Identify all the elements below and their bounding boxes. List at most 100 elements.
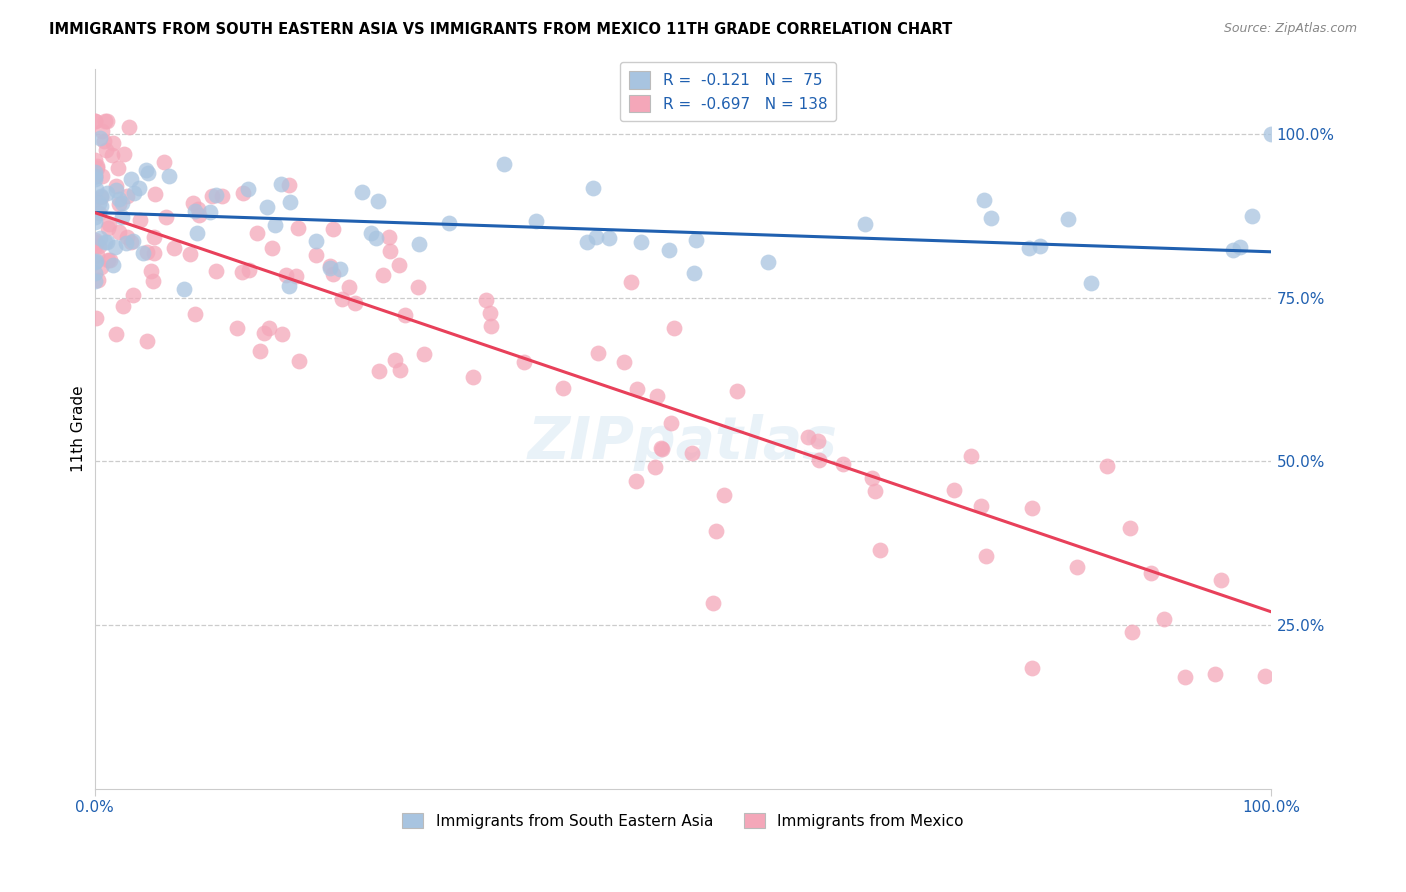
Point bbox=[83, 169, 105, 183]
Point bbox=[186, 226, 208, 240]
Point bbox=[84, 181, 107, 195]
Point bbox=[249, 344, 271, 359]
Point bbox=[142, 245, 165, 260]
Point bbox=[112, 299, 135, 313]
Point bbox=[179, 247, 201, 261]
Point bbox=[808, 453, 831, 467]
Point bbox=[980, 211, 1002, 225]
Point bbox=[860, 471, 883, 485]
Point bbox=[553, 381, 575, 395]
Point bbox=[524, 214, 547, 228]
Point bbox=[479, 319, 502, 334]
Point bbox=[1241, 209, 1264, 223]
Point bbox=[142, 230, 165, 244]
Point bbox=[408, 237, 430, 252]
Point bbox=[630, 235, 652, 249]
Point bbox=[960, 450, 983, 464]
Point bbox=[163, 241, 186, 255]
Point bbox=[122, 186, 145, 200]
Point bbox=[492, 156, 515, 170]
Point bbox=[232, 186, 254, 201]
Point bbox=[461, 369, 484, 384]
Point bbox=[683, 267, 706, 281]
Point bbox=[97, 218, 120, 232]
Point bbox=[263, 218, 285, 232]
Point bbox=[706, 524, 728, 538]
Point bbox=[236, 182, 259, 196]
Point bbox=[378, 244, 401, 258]
Point bbox=[141, 275, 163, 289]
Point bbox=[84, 238, 107, 252]
Point bbox=[1139, 566, 1161, 580]
Point bbox=[231, 265, 253, 279]
Point bbox=[322, 267, 344, 281]
Point bbox=[284, 268, 307, 283]
Point bbox=[1153, 612, 1175, 626]
Point bbox=[198, 205, 221, 219]
Point bbox=[270, 327, 292, 342]
Point bbox=[413, 346, 436, 360]
Point bbox=[832, 457, 855, 471]
Point bbox=[368, 364, 391, 378]
Point bbox=[83, 114, 105, 128]
Point bbox=[143, 187, 166, 202]
Point bbox=[681, 446, 703, 460]
Point bbox=[318, 261, 340, 276]
Point bbox=[94, 114, 117, 128]
Point bbox=[84, 153, 107, 167]
Point bbox=[83, 114, 105, 128]
Point bbox=[84, 255, 107, 269]
Point bbox=[131, 245, 153, 260]
Point bbox=[756, 254, 779, 268]
Point bbox=[83, 171, 105, 186]
Point bbox=[104, 183, 127, 197]
Point bbox=[259, 321, 281, 335]
Point bbox=[513, 355, 536, 369]
Point bbox=[437, 216, 460, 230]
Point bbox=[713, 487, 735, 501]
Point bbox=[406, 279, 429, 293]
Point bbox=[155, 210, 177, 224]
Point bbox=[83, 235, 105, 249]
Point bbox=[344, 296, 367, 310]
Point bbox=[135, 245, 157, 260]
Point bbox=[89, 260, 111, 275]
Point bbox=[626, 382, 648, 396]
Point bbox=[278, 194, 301, 209]
Point bbox=[1253, 669, 1275, 683]
Point bbox=[1260, 127, 1282, 141]
Point bbox=[86, 159, 108, 173]
Point bbox=[277, 178, 299, 192]
Point bbox=[1057, 212, 1080, 227]
Legend: Immigrants from South Eastern Asia, Immigrants from Mexico: Immigrants from South Eastern Asia, Immi… bbox=[396, 806, 970, 835]
Point bbox=[89, 231, 111, 245]
Point bbox=[128, 180, 150, 194]
Point bbox=[278, 278, 301, 293]
Point bbox=[86, 248, 108, 262]
Point bbox=[84, 253, 107, 268]
Point bbox=[90, 188, 112, 202]
Point bbox=[104, 240, 127, 254]
Point bbox=[270, 178, 292, 192]
Point bbox=[1080, 277, 1102, 291]
Point bbox=[89, 239, 111, 253]
Point bbox=[478, 306, 501, 320]
Point bbox=[83, 211, 105, 225]
Point bbox=[651, 442, 673, 457]
Point bbox=[187, 202, 209, 216]
Point bbox=[84, 310, 107, 325]
Point bbox=[658, 244, 681, 258]
Point bbox=[337, 280, 360, 294]
Point bbox=[1021, 501, 1043, 516]
Point bbox=[97, 220, 120, 235]
Point bbox=[613, 355, 636, 369]
Point bbox=[84, 165, 107, 179]
Point bbox=[83, 169, 105, 184]
Point bbox=[664, 320, 686, 334]
Point bbox=[322, 221, 344, 235]
Point bbox=[97, 253, 120, 268]
Point bbox=[94, 143, 117, 157]
Point bbox=[1204, 667, 1226, 681]
Point bbox=[90, 169, 112, 184]
Point bbox=[976, 549, 998, 563]
